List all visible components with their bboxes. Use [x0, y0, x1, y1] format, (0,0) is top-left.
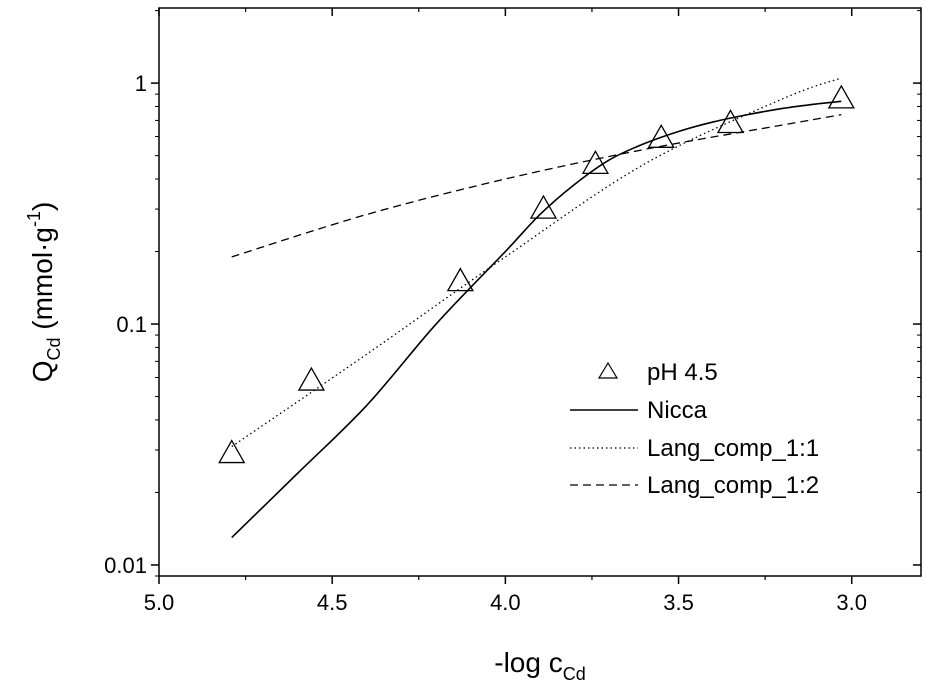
- legend-label-ph45: pH 4.5: [647, 359, 718, 386]
- x-tick-label: 4.0: [490, 590, 521, 615]
- y-tick-label: 0.1: [116, 312, 147, 337]
- tick-labels: 5.0 4.5 4.0 3.5 3.0 0.01 0.1 1: [104, 71, 867, 615]
- series-lines: [231, 77, 842, 539]
- legend-label-lang12: Lang_comp_1:2: [647, 472, 819, 499]
- legend: pH 4.5 Nicca Lang_comp_1:1 Lang_comp_1:2: [570, 359, 819, 499]
- x-tick-label: 3.0: [836, 590, 867, 615]
- data-point-triangle: [218, 439, 246, 464]
- series-line-lang-comp-1-1: [231, 77, 842, 448]
- x-tick-label: 4.5: [317, 590, 348, 615]
- y-axis-title: QCd (mmol·g-1): [24, 202, 64, 383]
- data-markers: [218, 84, 855, 464]
- data-point-triangle: [581, 150, 610, 175]
- data-point-triangle: [446, 267, 474, 292]
- plot-frame: [158, 7, 922, 577]
- axis-ticks: [151, 8, 921, 584]
- legend-label-lang11: Lang_comp_1:1: [647, 435, 819, 462]
- series-line-nicca: [231, 100, 842, 539]
- data-point-triangle: [827, 84, 855, 109]
- y-tick-label: 1: [135, 71, 147, 96]
- legend-label-nicca: Nicca: [647, 397, 708, 424]
- series-line-lang-comp-1-2: [231, 113, 842, 258]
- data-point-triangle: [716, 109, 745, 134]
- x-tick-label: 5.0: [144, 590, 175, 615]
- data-point-triangle: [529, 194, 558, 219]
- data-point-triangle: [297, 366, 326, 391]
- x-axis-title: -log cCd: [494, 647, 585, 684]
- data-point-triangle: [647, 124, 675, 148]
- x-tick-label: 3.5: [663, 590, 694, 615]
- legend-marker-triangle: [597, 361, 619, 379]
- y-tick-label: 0.01: [104, 553, 147, 578]
